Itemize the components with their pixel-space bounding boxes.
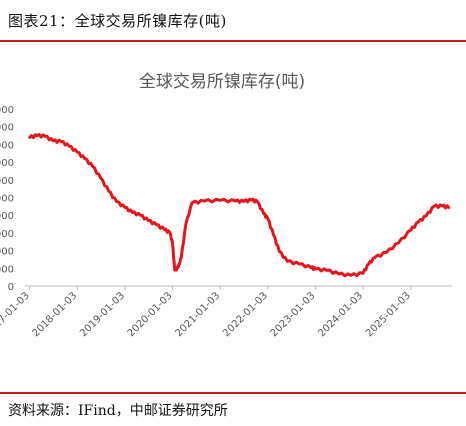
series-layer bbox=[28, 133, 451, 278]
x-tick-label: 2021-01-03 bbox=[173, 290, 222, 339]
line-chart: 全球交易所镍库存(吨) 0 50000 100000 150000 200000 2500… bbox=[0, 72, 452, 339]
figure-caption: 图表21：全球交易所镍库存(吨) bbox=[8, 12, 227, 30]
y-tick-label: 100000 bbox=[0, 247, 14, 258]
x-tick-label: 2023-01-03 bbox=[269, 290, 318, 339]
chart-area: 全球交易所镍库存(吨) 0 50000 100000 150000 200000 2500… bbox=[0, 42, 466, 392]
y-tick-label: 400000 bbox=[0, 140, 14, 151]
y-tick-label: 200000 bbox=[0, 211, 14, 222]
y-tick-label: 350000 bbox=[0, 158, 14, 169]
y-tick-label: 150000 bbox=[0, 229, 14, 240]
y-tick-label: 500000 bbox=[0, 105, 14, 116]
figure-header: 图表21：全球交易所镍库存(吨) bbox=[0, 0, 466, 40]
x-tick-label: 2022-01-03 bbox=[221, 290, 270, 339]
x-axis-ticks: 2017-01-032018-01-032019-01-032020-01-03… bbox=[0, 286, 413, 339]
top-rule bbox=[0, 40, 466, 42]
x-tick-label: 2024-01-03 bbox=[316, 290, 365, 339]
x-tick-label: 2018-01-03 bbox=[31, 290, 80, 339]
chart-title: 全球交易所镍库存(吨) bbox=[139, 72, 305, 92]
y-tick-label: 50000 bbox=[0, 264, 14, 275]
series-line bbox=[28, 133, 451, 278]
y-tick-label: 250000 bbox=[0, 194, 14, 205]
y-tick-label: 0 bbox=[8, 282, 14, 293]
x-tick-label: 2019-01-03 bbox=[78, 290, 127, 339]
source-note: 资料来源：IFind，中邮证券研究所 bbox=[8, 403, 228, 419]
y-axis-ticks: 0 50000 100000 150000 200000 250000 300000 3500… bbox=[0, 105, 14, 293]
x-tick-label: 2017-01-03 bbox=[0, 290, 32, 339]
x-tick-label: 2025-01-03 bbox=[364, 290, 413, 339]
x-tick-label: 2020-01-03 bbox=[126, 290, 175, 339]
y-tick-label: 300000 bbox=[0, 176, 14, 187]
bottom-rule bbox=[0, 392, 466, 394]
y-tick-label: 450000 bbox=[0, 123, 14, 134]
